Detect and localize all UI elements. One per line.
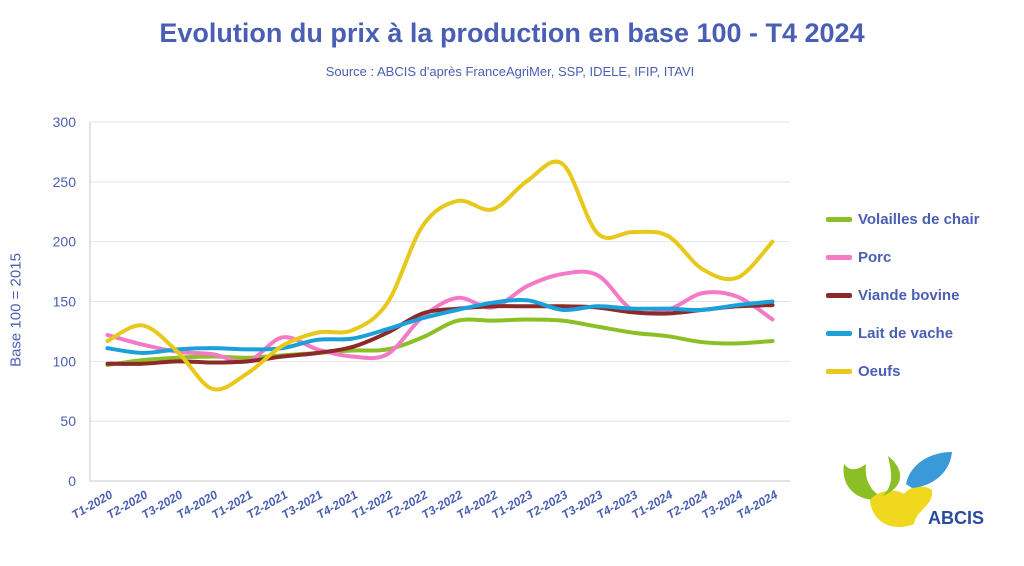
chart-source: Source : ABCIS d'après FranceAgriMer, SS… <box>325 64 695 79</box>
series-line-viande-bovine <box>105 303 775 366</box>
legend-swatch <box>826 254 852 260</box>
series-line-volailles-de-chair <box>105 317 775 367</box>
legend-item: Porc <box>826 238 1016 276</box>
legend-swatch <box>826 330 852 336</box>
legend-label: Viande bovine <box>858 286 960 304</box>
legend-label: Porc <box>858 248 892 266</box>
y-tick-label: 150 <box>53 294 77 310</box>
legend-swatch <box>826 216 852 222</box>
y-tick-label: 50 <box>60 413 76 429</box>
legend-label: Oeufs <box>858 362 901 380</box>
legend-item: Volailles de chair <box>826 200 1016 238</box>
legend-label: Volailles de chair <box>858 210 980 228</box>
legend-item: Viande bovine <box>826 276 1016 314</box>
series-line-oeufs <box>105 159 775 392</box>
y-tick-label: 200 <box>53 234 77 250</box>
chart-legend: Volailles de chair Porc Viande bovine Lait … <box>826 200 1016 390</box>
y-tick-label: 100 <box>53 353 77 369</box>
x-tick-label: T4-2024 <box>734 487 780 522</box>
legend-swatch <box>826 292 852 298</box>
legend-swatch <box>826 368 852 374</box>
y-tick-label: 300 <box>53 114 77 130</box>
y-tick-label: 0 <box>68 473 76 489</box>
y-tick-label: 250 <box>53 174 77 190</box>
series-line-lait-de-vache <box>105 297 775 355</box>
legend-item: Oeufs <box>826 352 1016 390</box>
legend-label: Lait de vache <box>858 324 954 342</box>
legend-item: Lait de vache <box>826 314 1016 352</box>
abcis-logo-icon <box>843 452 952 527</box>
chart-title: Evolution du prix à la production en bas… <box>159 18 865 48</box>
abcis-logo-text: ABCIS <box>928 508 985 528</box>
